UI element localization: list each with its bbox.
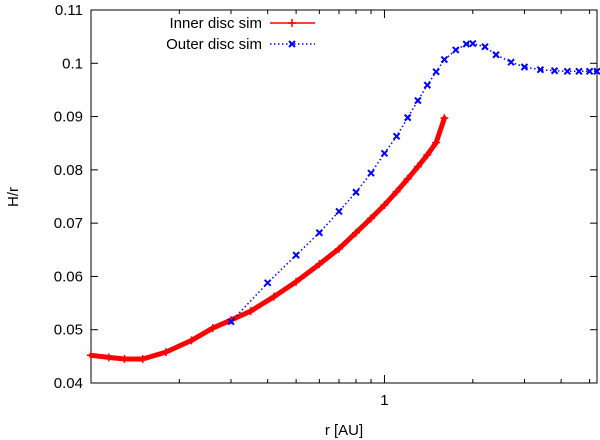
data-point-inner-disc [423, 150, 432, 159]
data-point-inner-disc [138, 355, 147, 364]
legend-marker-inner-disc [288, 19, 296, 27]
data-point-inner-disc [120, 355, 129, 364]
data-point-outer-disc [563, 67, 572, 75]
data-point-inner-disc [208, 324, 217, 333]
data-point-outer-disc [292, 251, 300, 259]
data-point-outer-disc [403, 113, 412, 122]
data-point-outer-disc [593, 67, 600, 75]
data-point-outer-disc [452, 46, 460, 54]
y-tick-label: 0.05 [54, 322, 83, 339]
y-tick-label: 0.07 [54, 215, 83, 232]
data-point-outer-disc [481, 43, 489, 51]
data-point-outer-disc [335, 207, 343, 216]
series-line-outer-disc [230, 42, 597, 323]
data-point-outer-disc [492, 51, 500, 59]
data-point-outer-disc [585, 67, 594, 75]
legend-label-outer-disc: Outer disc sim [166, 36, 262, 53]
data-point-outer-disc [263, 279, 272, 287]
data-point-inner-disc [315, 260, 324, 269]
series-layer [87, 39, 600, 364]
data-point-inner-disc [392, 187, 401, 196]
y-tick-label: 0.08 [54, 162, 83, 179]
data-point-inner-disc [352, 228, 361, 237]
data-point-outer-disc [315, 229, 324, 237]
data-point-inner-disc [403, 174, 412, 183]
y-tick-label: 0.1 [62, 55, 83, 72]
y-axis-label: H/r [5, 187, 22, 207]
data-point-outer-disc [575, 67, 583, 75]
data-point-outer-disc [520, 63, 529, 71]
data-point-outer-disc [227, 318, 235, 326]
data-point-inner-disc [161, 348, 170, 357]
legend-label-inner-disc: Inner disc sim [169, 15, 262, 32]
y-tick-label: 0.11 [55, 2, 83, 19]
plot-frame [90, 9, 598, 384]
data-point-inner-disc [432, 138, 441, 147]
data-point-outer-disc [414, 96, 422, 105]
data-point-outer-disc [550, 67, 559, 75]
data-point-outer-disc [536, 65, 545, 74]
data-point-outer-disc [469, 39, 477, 48]
data-point-outer-disc [462, 40, 470, 48]
data-point-inner-disc [269, 292, 278, 301]
data-point-inner-disc [335, 244, 343, 253]
data-point-outer-disc [432, 68, 440, 76]
x-axis-label: r [AU] [325, 422, 363, 439]
data-point-outer-disc [352, 188, 360, 196]
data-point-inner-disc [246, 307, 255, 316]
ticks-layer: 0.04 0.05 0.06 0.07 0.08 0.09 0.1 0.11 1 [54, 2, 597, 409]
data-point-inner-disc [187, 336, 196, 345]
legend-marker-outer-disc [288, 40, 296, 48]
data-point-inner-disc [440, 114, 449, 123]
data-point-outer-disc [380, 149, 389, 158]
data-point-outer-disc [507, 58, 515, 66]
data-point-outer-disc [423, 81, 432, 89]
data-point-outer-disc [392, 132, 401, 140]
data-point-outer-disc [367, 169, 375, 177]
series-line-inner-disc [88, 115, 447, 362]
x-tick-label: 1 [380, 392, 388, 409]
data-point-inner-disc [413, 162, 422, 171]
data-point-inner-disc [380, 201, 389, 210]
y-tick-label: 0.06 [54, 268, 83, 285]
legend: Inner disc sim Outer disc sim [166, 15, 315, 53]
y-tick-label: 0.09 [54, 109, 83, 126]
y-tick-label: 0.04 [54, 375, 83, 392]
data-point-inner-disc [292, 277, 301, 286]
data-point-inner-disc [104, 353, 113, 362]
data-point-inner-disc [367, 214, 376, 223]
data-point-inner-disc [87, 351, 95, 360]
data-point-outer-disc [440, 55, 449, 64]
